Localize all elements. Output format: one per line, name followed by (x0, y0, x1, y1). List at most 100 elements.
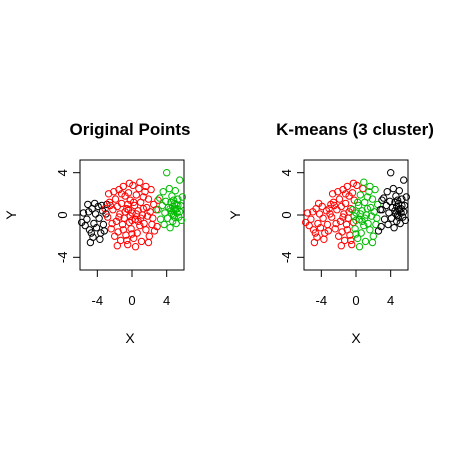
data-point (343, 182, 351, 191)
y-axis-label: Y (3, 210, 19, 220)
data-point (382, 201, 390, 210)
data-point (401, 216, 410, 225)
data-point (107, 225, 115, 233)
data-point (119, 182, 128, 191)
data-point (79, 209, 88, 217)
data-point (117, 190, 126, 198)
data-point (130, 198, 138, 207)
data-point (165, 184, 174, 193)
x-axis-label: X (351, 330, 361, 346)
y-tick-label: 4 (279, 169, 294, 176)
data-point (136, 178, 144, 186)
panel-original-points: Original Points -4 0 4 -4 0 4 X Y (3, 120, 190, 346)
data-point (147, 185, 155, 194)
x-tick-label: 4 (163, 293, 170, 308)
data-point (355, 243, 364, 251)
data-point (332, 219, 340, 228)
data-point (142, 182, 150, 191)
data-point (328, 190, 337, 198)
y-axis-label: Y (227, 210, 243, 220)
data-point (156, 215, 165, 223)
data-point (128, 230, 136, 238)
data-point (347, 236, 355, 245)
data-point (331, 225, 339, 233)
panel-k-means: K-means (3 cluster) -4 0 4 -4 0 4 X Y (227, 120, 434, 346)
data-point (127, 225, 135, 233)
data-point (315, 210, 324, 218)
data-point (323, 220, 332, 229)
data-point (136, 221, 144, 230)
data-point (104, 213, 112, 221)
data-point (105, 198, 114, 207)
data-point (352, 216, 360, 225)
x-tick-label: 0 (128, 293, 135, 308)
data-point (387, 169, 395, 177)
data-point (315, 199, 323, 208)
x-tick-label: -4 (92, 293, 104, 308)
y-tick-label: -4 (279, 252, 294, 264)
data-point (153, 222, 161, 231)
data-point (380, 194, 388, 202)
data-point (360, 178, 368, 186)
data-point (348, 240, 356, 249)
x-axis-ticks: -4 0 4 (92, 270, 170, 308)
data-point (166, 205, 174, 213)
data-point (172, 200, 180, 209)
data-point (132, 191, 141, 199)
data-point (162, 197, 170, 206)
y-axis-ticks: -4 0 4 (279, 169, 304, 263)
x-tick-label: 4 (387, 293, 394, 308)
y-tick-label: 0 (279, 211, 294, 218)
data-point (402, 193, 410, 201)
data-point (128, 216, 136, 225)
data-point (176, 176, 184, 184)
data-point (311, 229, 319, 237)
data-point (390, 224, 398, 232)
data-point (144, 195, 153, 203)
data-point (130, 234, 138, 243)
data-point (145, 232, 154, 240)
data-point (139, 205, 148, 213)
y-tick-label: 4 (55, 169, 70, 176)
data-point (337, 242, 345, 250)
points-layer (78, 169, 187, 251)
data-point (137, 237, 146, 246)
data-point (373, 214, 381, 222)
data-point (368, 238, 377, 247)
data-point (354, 198, 362, 207)
x-tick-label: 0 (352, 293, 359, 308)
data-point (111, 232, 119, 240)
data-point (168, 210, 176, 218)
data-point (386, 197, 394, 206)
data-point (160, 220, 168, 229)
x-axis-label: X (125, 330, 135, 346)
x-axis-ticks: -4 0 4 (316, 270, 394, 308)
data-point (158, 201, 167, 210)
points-layer (302, 169, 410, 251)
data-point (389, 184, 397, 193)
data-point (117, 199, 126, 208)
data-point (383, 188, 391, 196)
data-point (351, 225, 359, 233)
data-point (178, 193, 187, 201)
data-point (341, 190, 350, 198)
data-point (86, 238, 95, 247)
data-point (124, 189, 133, 197)
data-point (154, 206, 162, 214)
data-point (131, 243, 140, 251)
data-point (380, 215, 389, 223)
data-point (330, 201, 338, 210)
data-point (363, 205, 371, 213)
data-point (177, 216, 186, 225)
data-point (163, 169, 171, 177)
data-point (368, 195, 377, 203)
data-point (324, 227, 332, 235)
data-point (159, 188, 167, 196)
data-point (135, 184, 143, 193)
data-point (360, 221, 368, 230)
data-point (359, 184, 367, 193)
data-point (95, 214, 103, 222)
data-point (316, 224, 325, 232)
data-point (149, 214, 157, 222)
